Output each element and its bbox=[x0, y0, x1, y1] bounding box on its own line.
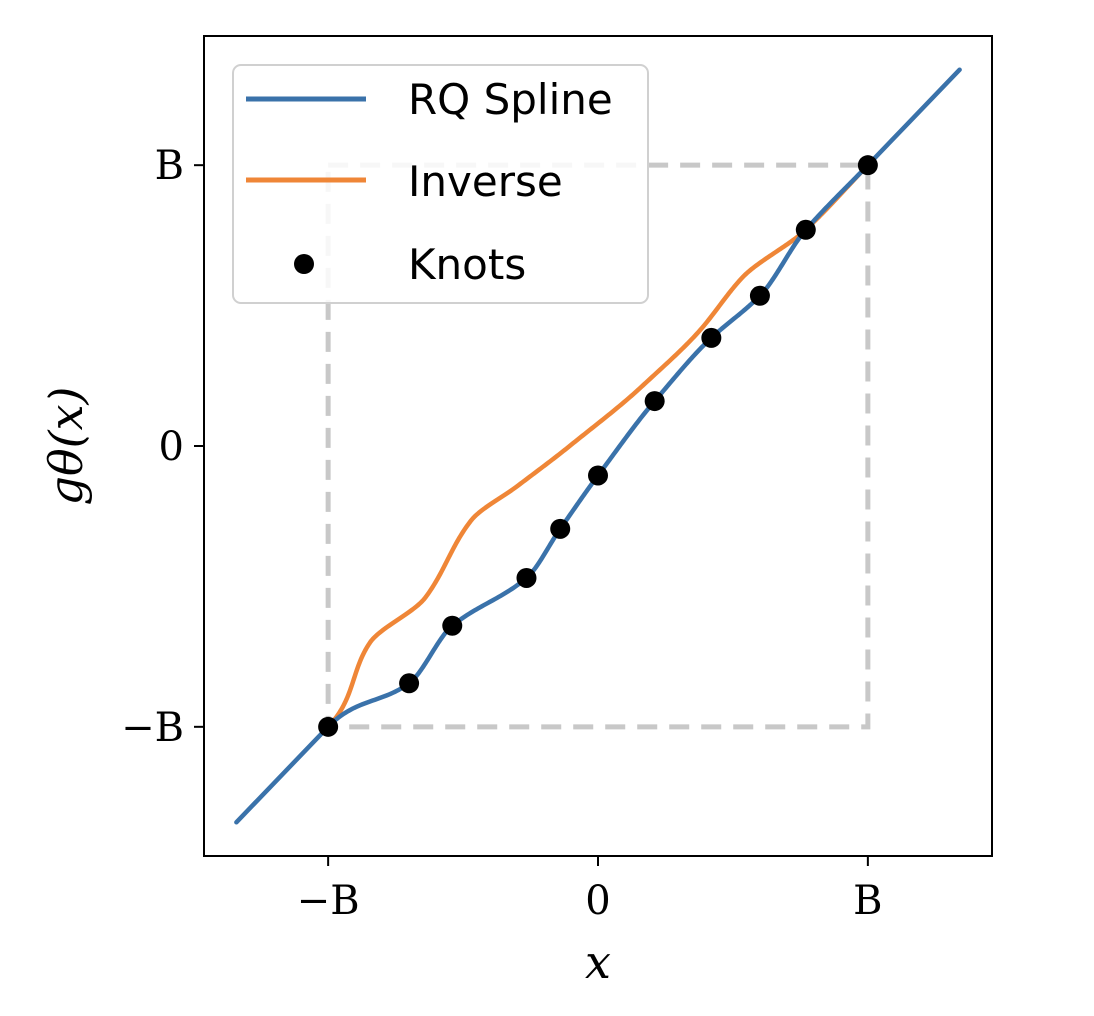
x-axis-label: x bbox=[585, 935, 611, 989]
legend-swatch-knots bbox=[294, 254, 314, 274]
legend-frame bbox=[232, 64, 649, 304]
inverse-line bbox=[325, 162, 871, 730]
legend-label-knots: Knots bbox=[408, 240, 526, 289]
y-axis-label: gθ(x) bbox=[39, 387, 93, 506]
knot-point bbox=[516, 567, 537, 588]
knot-point bbox=[795, 219, 816, 240]
knot-point bbox=[318, 716, 339, 737]
x-tick-label: 0 bbox=[585, 878, 610, 924]
knot-point bbox=[442, 615, 463, 636]
legend-label-inverse: Inverse bbox=[408, 157, 563, 206]
y-tick-label: −B bbox=[121, 705, 184, 751]
knot-point bbox=[588, 465, 608, 486]
knot-point bbox=[701, 327, 722, 348]
knot-point bbox=[857, 155, 878, 176]
knot-point bbox=[550, 518, 571, 539]
knot-point bbox=[644, 391, 665, 412]
y-tick-label: 0 bbox=[159, 424, 184, 470]
legend: RQ Spline Inverse Knots bbox=[232, 64, 649, 304]
knot-point bbox=[749, 285, 770, 306]
tick-layer: −B 0 B −B 0 B bbox=[121, 143, 882, 924]
x-tick-label: −B bbox=[297, 878, 360, 924]
y-tick-label: B bbox=[155, 143, 184, 189]
x-tick-label: B bbox=[853, 878, 882, 924]
knot-point bbox=[399, 673, 420, 694]
knot-layer bbox=[318, 155, 878, 737]
legend-label-rq-spline: RQ Spline bbox=[408, 75, 613, 124]
